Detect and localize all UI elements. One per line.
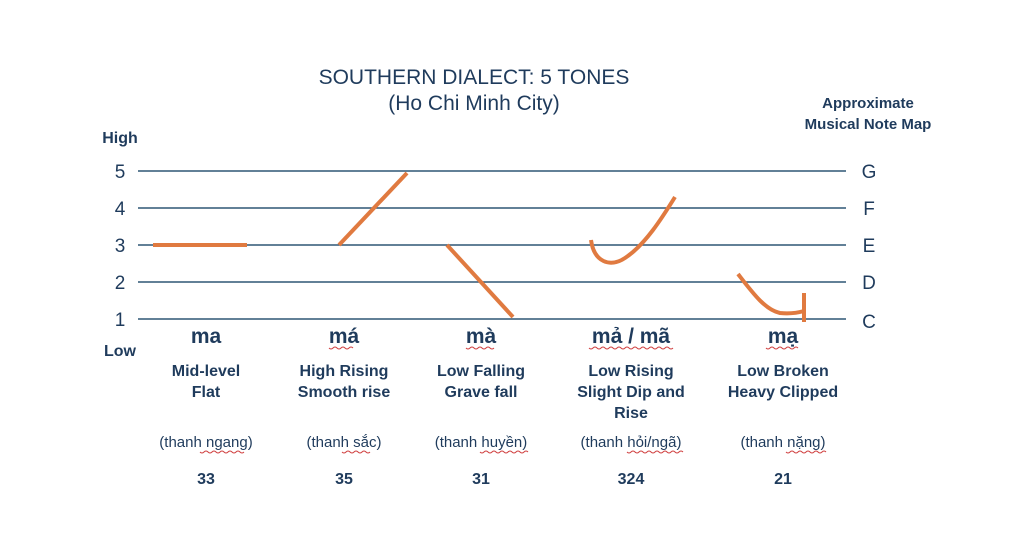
tone-desc-line-2: Flat xyxy=(192,384,221,401)
tone-desc-line-1: Mid-level xyxy=(172,363,240,380)
tone-desc-line-3: Rise xyxy=(614,405,648,422)
tone-vietnamese-name: (thanh hỏi/ngã) xyxy=(581,434,682,451)
title-line-1: SOUTHERN DIALECT: 5 TONES xyxy=(319,66,630,89)
note-label-c: C xyxy=(862,312,876,333)
tone-code: 33 xyxy=(197,471,215,488)
spellcheck-squiggle xyxy=(199,450,245,454)
contour-nang xyxy=(736,272,805,316)
contour-huyen xyxy=(445,243,515,319)
note-label-f: F xyxy=(863,199,875,220)
contour-hoi-nga xyxy=(589,195,677,265)
tone-code: 324 xyxy=(618,471,645,488)
axis-low-label: Low xyxy=(104,343,137,360)
spellcheck-squiggle xyxy=(465,346,495,350)
tone-desc-line-1: Low Broken xyxy=(737,363,829,380)
tone-code: 35 xyxy=(335,471,353,488)
spellcheck-squiggle xyxy=(626,450,684,454)
note-label-d: D xyxy=(862,273,876,294)
level-label-3: 3 xyxy=(115,236,126,257)
tone-syllable: ma xyxy=(191,325,222,348)
tone-desc-line-1: Low Falling xyxy=(437,363,525,380)
tone-code: 31 xyxy=(472,471,490,488)
note-label-g: G xyxy=(862,162,877,183)
level-label-4: 4 xyxy=(115,199,126,220)
spellcheck-squiggle xyxy=(785,450,827,454)
tone-vietnamese-name: (thanh nặng) xyxy=(740,434,825,451)
note-map-label-line-2: Musical Note Map xyxy=(805,116,932,133)
tone-desc-line-2: Grave fall xyxy=(445,384,518,401)
tone-syllable: má xyxy=(329,325,360,348)
spellcheck-squiggle xyxy=(479,450,529,454)
tone-desc-line-2: Heavy Clipped xyxy=(728,384,838,401)
note-label-e: E xyxy=(863,236,876,257)
spellcheck-squiggle xyxy=(588,346,674,350)
tone-desc-line-2: Slight Dip and xyxy=(577,384,685,401)
note-map-label-line-1: Approximate xyxy=(822,95,914,112)
tone-syllable: mà xyxy=(466,325,497,348)
tone-desc-line-1: High Rising xyxy=(300,363,389,380)
contour-sac xyxy=(337,171,409,247)
tone-syllable: mạ xyxy=(768,325,799,348)
axis-high-label: High xyxy=(102,130,138,147)
tone-desc-line-2: Smooth rise xyxy=(298,384,391,401)
level-label-5: 5 xyxy=(115,162,126,183)
tone-vietnamese-name: (thanh ngang) xyxy=(159,434,252,451)
tone-vietnamese-name: (thanh huyền) xyxy=(435,434,528,451)
tone-code: 21 xyxy=(774,471,792,488)
spellcheck-squiggle xyxy=(765,346,799,350)
level-label-1: 1 xyxy=(115,310,126,331)
spellcheck-squiggle xyxy=(328,346,354,350)
spellcheck-squiggle xyxy=(341,450,371,454)
title-line-2: (Ho Chi Minh City) xyxy=(388,92,560,115)
level-label-2: 2 xyxy=(115,273,126,294)
tone-vietnamese-name: (thanh sắc) xyxy=(306,434,381,451)
tone-syllable: mả / mã xyxy=(592,325,671,348)
tone-desc-line-1: Low Rising xyxy=(588,363,673,380)
